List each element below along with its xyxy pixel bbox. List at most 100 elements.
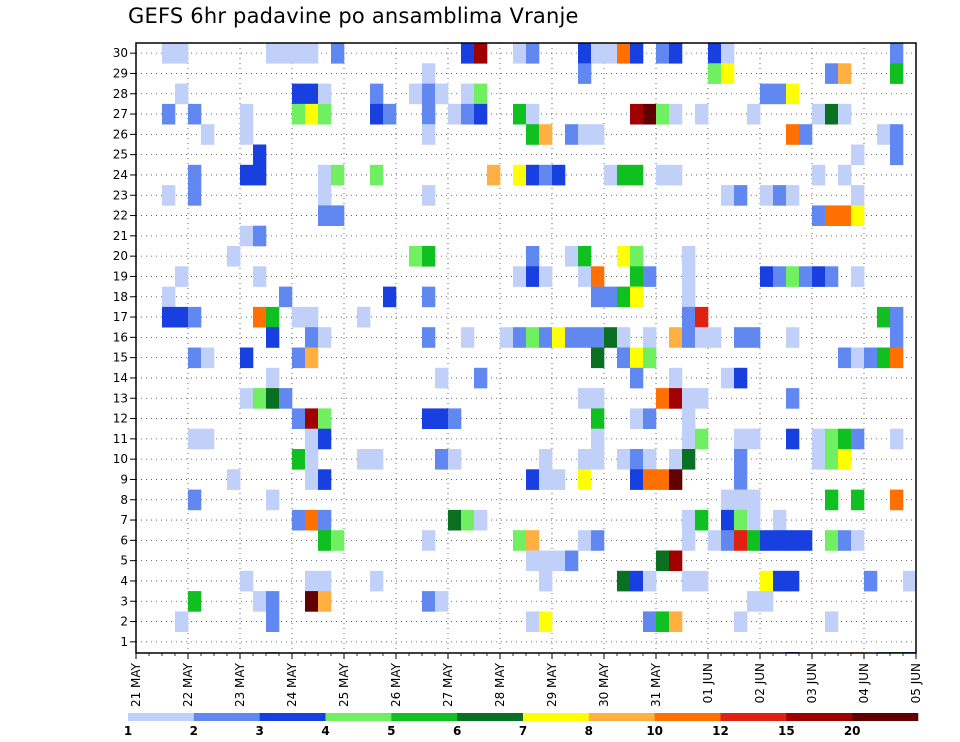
precip-cell — [695, 428, 709, 450]
precip-cell — [721, 43, 735, 64]
y-tick-label: 28 — [113, 87, 128, 101]
precip-cell — [630, 367, 644, 389]
precip-cell — [851, 347, 865, 369]
precip-cell — [188, 306, 202, 328]
precip-cell — [383, 286, 397, 308]
precip-cell — [734, 489, 748, 511]
precip-cell — [890, 489, 904, 511]
precip-cell — [461, 103, 475, 125]
precip-cell — [682, 530, 696, 551]
precip-cell — [253, 225, 267, 247]
precip-cell — [838, 205, 852, 226]
y-tick-label: 20 — [113, 249, 128, 263]
precip-cell — [734, 327, 748, 348]
precip-cell — [305, 428, 319, 450]
x-tick-label: 23 MAY — [233, 662, 247, 707]
precip-cell — [890, 327, 904, 348]
precip-cell — [786, 124, 800, 145]
precip-cell — [435, 408, 449, 429]
precip-cell — [409, 83, 423, 105]
precip-cell — [578, 388, 592, 409]
precip-cell — [812, 205, 826, 226]
precip-cell — [825, 428, 839, 450]
precip-cell — [695, 570, 709, 592]
precip-cell — [734, 530, 748, 551]
precip-cell — [578, 266, 592, 287]
precip-cell — [240, 124, 254, 145]
precip-cell — [370, 164, 384, 186]
y-tick-label: 22 — [113, 209, 128, 223]
precip-cell — [448, 509, 462, 531]
precip-cell — [292, 103, 306, 125]
precip-cell — [266, 489, 280, 511]
precip-cell — [253, 266, 267, 287]
precip-cell — [305, 347, 319, 369]
precip-cell — [578, 449, 592, 470]
precip-cell — [175, 43, 189, 64]
precip-cell — [591, 428, 605, 450]
precip-cell — [773, 185, 787, 206]
precip-cell — [383, 103, 397, 125]
colorbar-label: 1 — [124, 724, 132, 738]
precip-cell — [643, 327, 657, 348]
precip-cell — [526, 469, 540, 490]
colorbar-swatch — [523, 713, 590, 721]
y-tick-label: 21 — [113, 229, 128, 243]
precipitation-cells — [162, 43, 917, 653]
x-tick-label: 01 JUN — [701, 663, 715, 703]
y-tick-label: 1 — [120, 635, 128, 649]
precip-cell — [682, 570, 696, 592]
precip-cell — [448, 449, 462, 470]
precip-cell — [305, 103, 319, 125]
precip-cell — [604, 327, 618, 348]
y-tick-label: 30 — [113, 46, 128, 60]
precip-cell — [552, 550, 566, 572]
precip-cell — [318, 164, 332, 186]
y-tick-label: 15 — [113, 351, 128, 365]
precip-cell — [682, 408, 696, 429]
precip-cell — [292, 509, 306, 531]
precip-cell — [825, 611, 839, 632]
y-tick-label: 19 — [113, 269, 128, 283]
precip-cell — [786, 388, 800, 409]
precip-cell — [760, 185, 774, 206]
precip-cell — [578, 63, 592, 84]
precip-cell — [539, 570, 553, 592]
precip-cell — [786, 570, 800, 592]
colorbar-label: 2 — [190, 724, 198, 738]
precip-cell — [305, 469, 319, 490]
precip-cell — [591, 124, 605, 145]
precip-cell — [734, 469, 748, 490]
precip-cell — [851, 489, 865, 511]
precip-cell — [643, 611, 657, 632]
precip-cell — [591, 530, 605, 551]
precip-cell — [578, 469, 592, 490]
precip-cell — [513, 327, 527, 348]
colorbar-swatch — [457, 713, 524, 721]
precip-cell — [695, 509, 709, 531]
precip-cell — [318, 205, 332, 226]
precip-cell — [682, 286, 696, 308]
precip-cell — [682, 246, 696, 267]
colorbar-label: 3 — [255, 724, 263, 738]
precip-cell — [305, 83, 319, 105]
precip-cell — [266, 306, 280, 328]
colorbar: 1 2 3 4 5 6 7 8 10 12 15 20 — [124, 713, 919, 738]
precip-cell — [448, 408, 462, 429]
precip-cell — [526, 43, 540, 64]
precip-cell — [669, 550, 683, 572]
precip-cell — [747, 428, 761, 450]
precip-cell — [630, 266, 644, 287]
precip-cell — [708, 43, 722, 64]
precip-cell — [695, 388, 709, 409]
precip-cell — [435, 449, 449, 470]
precip-cell — [773, 266, 787, 287]
colorbar-label: 5 — [387, 724, 395, 738]
precip-cell — [721, 509, 735, 531]
y-tick-label: 11 — [113, 432, 128, 446]
precip-cell — [760, 83, 774, 105]
precip-cell — [838, 63, 852, 84]
precip-cell — [448, 103, 462, 125]
precip-cell — [526, 246, 540, 267]
